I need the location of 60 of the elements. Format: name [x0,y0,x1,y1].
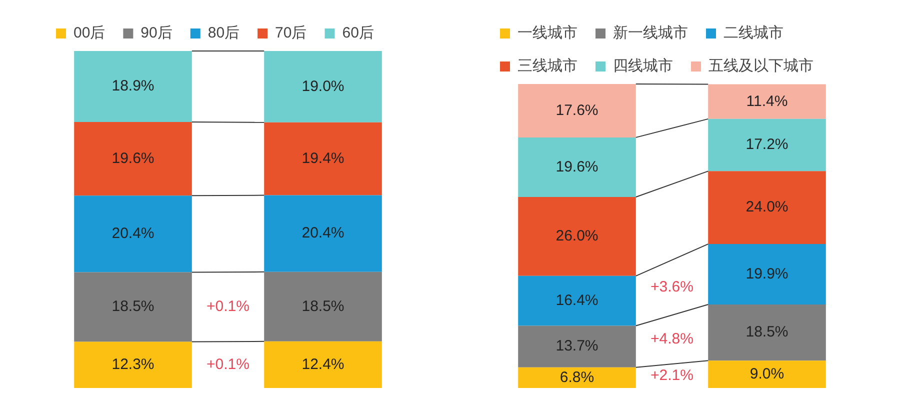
legend-label: 00后 [74,24,106,42]
data-label: 19.4% [302,150,344,167]
bar [518,367,636,388]
bar [264,195,382,272]
bar [74,272,192,342]
data-label: 19.6% [556,158,598,176]
data-label: 18.9% [112,78,154,95]
legend-label: 二线城市 [724,24,784,42]
annotation: +4.8% [650,330,694,348]
bar [74,196,192,272]
bar [74,51,192,122]
data-label: 18.5% [302,298,344,315]
bar [264,122,382,196]
bar [264,341,382,388]
bar [518,276,636,326]
data-label: 20.4% [302,224,344,242]
data-label: 18.5% [112,298,154,316]
bar [518,84,636,138]
data-label: 17.6% [556,102,598,119]
legend-label: 一线城市 [518,24,578,42]
data-label: 19.9% [746,265,788,282]
bar [708,171,826,244]
legend-label: 三线城市 [518,58,578,75]
bar [518,196,636,276]
bar [518,137,636,197]
bar [708,118,826,172]
legend-label: 新一线城市 [613,24,688,42]
data-label: 13.7% [556,338,598,355]
data-label: 24.0% [746,198,788,216]
bar [518,326,636,368]
data-label: 19.6% [112,150,154,167]
legend-label: 四线城市 [613,58,673,75]
annotation: +0.1% [206,356,250,373]
annotation: +2.1% [650,367,694,384]
bar [264,272,382,342]
data-label: 11.4% [746,92,788,110]
bar [74,342,192,388]
annotation: +3.6% [650,278,694,296]
bar [264,51,382,122]
data-label: 16.4% [556,292,598,309]
data-label: 6.8% [560,368,594,386]
legend-label: 80后 [208,24,240,42]
data-label: 20.4% [112,225,154,242]
data-label: 12.4% [302,356,344,373]
data-label: 26.0% [556,228,598,245]
annotation: +0.1% [206,298,250,315]
data-label: 19.0% [302,78,344,95]
bar [708,244,826,304]
bar [708,360,826,388]
bar [708,304,826,361]
bar [708,84,826,119]
legend-label: 五线及以下城市 [708,58,814,75]
data-label: 9.0% [750,365,784,382]
data-label: 18.5% [746,324,788,341]
legend-label: 90后 [140,24,172,42]
legend-label: 70后 [275,24,307,42]
bar [74,122,192,196]
legend-label: 60后 [342,24,374,42]
data-label: 12.3% [112,356,154,374]
data-label: 17.2% [746,136,788,154]
